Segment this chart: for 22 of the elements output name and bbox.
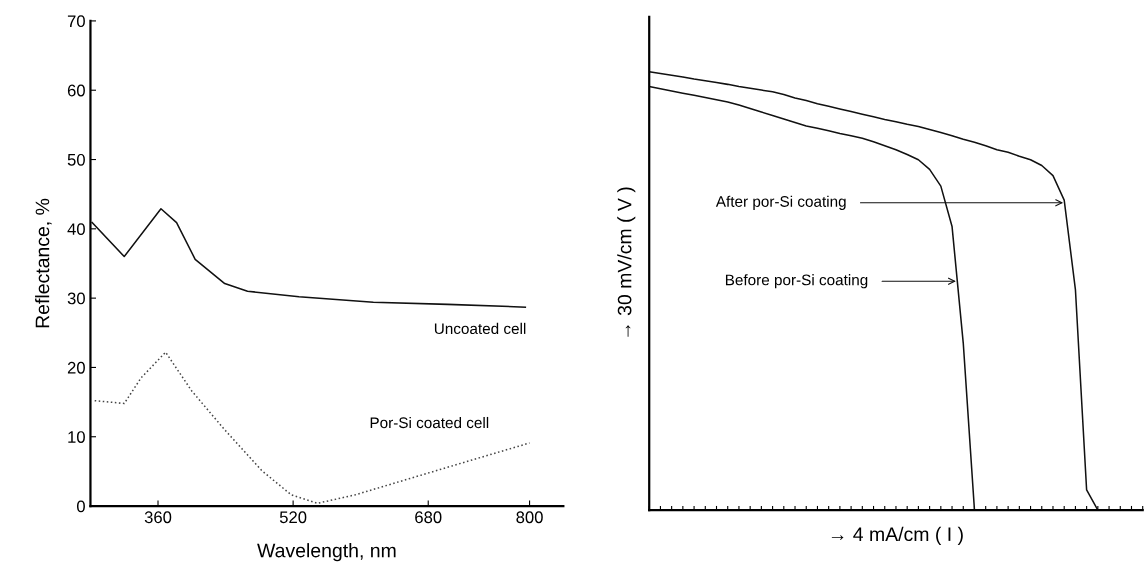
y-tick-label: 60 — [67, 84, 85, 97]
x-axis-title: → 4 mA/cm ( I ) — [831, 526, 963, 545]
annotation: Uncoated cell — [434, 322, 526, 335]
y-tick-label: 0 — [76, 500, 85, 513]
y-tick-label: 50 — [67, 153, 85, 166]
y-tick-label: 10 — [68, 431, 85, 443]
y-axis-title: Reflectance, % — [35, 198, 52, 328]
annotation: After por-Si coating — [715, 195, 846, 210]
line-series — [93, 351, 531, 505]
y-axis-title: → 30 mV/cm ( V ) — [617, 187, 636, 337]
x-tick-label: 800 — [516, 511, 543, 524]
line-series — [91, 207, 527, 308]
annotation: Before por-Si coating — [725, 274, 868, 289]
y-tick-label: 70 — [67, 15, 85, 28]
x-tick-label: 360 — [144, 511, 172, 524]
y-tick-label: 40 — [67, 223, 85, 236]
x-tick-label: 680 — [415, 511, 442, 524]
y-tick-label: 30 — [67, 292, 85, 305]
x-axis-title: Wavelength, nm — [257, 543, 396, 562]
y-tick-label: 20 — [67, 361, 85, 374]
x-tick-label: 520 — [279, 511, 307, 524]
annotation: Por-Si coated cell — [370, 416, 489, 429]
